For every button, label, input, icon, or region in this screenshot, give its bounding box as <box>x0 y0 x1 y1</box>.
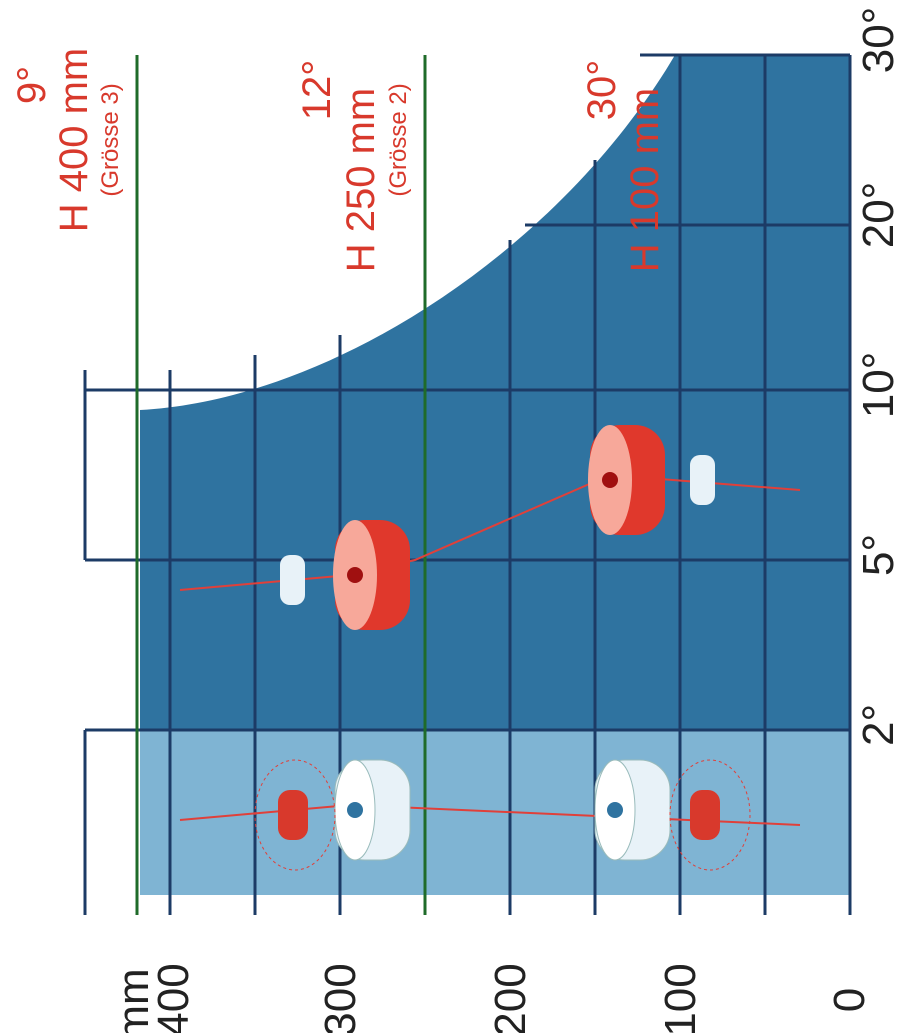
size-note: (Grösse 2) <box>385 83 412 196</box>
size-note: (Grösse 3) <box>97 83 124 196</box>
height-note: H 400 mm <box>52 48 96 233</box>
angle-note: 9° <box>10 66 54 104</box>
height-note: H 100 mm <box>623 88 667 273</box>
angle-label: 30° <box>854 7 903 74</box>
height-label: 200 <box>486 963 535 1033</box>
height-label: 300 <box>316 963 365 1033</box>
height-note: H 250 mm <box>339 88 383 273</box>
angle-label: 20° <box>854 182 903 249</box>
height-label: 400 <box>149 963 198 1033</box>
angle-label: 2° <box>854 704 903 746</box>
angle-label: 5° <box>854 534 903 576</box>
angle-note: 30° <box>580 60 624 121</box>
angle-label: 10° <box>854 352 903 419</box>
height-label: 100 <box>656 963 705 1033</box>
angle-note: 12° <box>295 60 339 121</box>
light-region <box>140 730 850 895</box>
dark-region <box>140 55 850 730</box>
height-label: 0 <box>825 988 874 1012</box>
diagram: mm 400 300 200 100 0 30° 20° 10° 5° 2° 9… <box>0 0 903 1033</box>
